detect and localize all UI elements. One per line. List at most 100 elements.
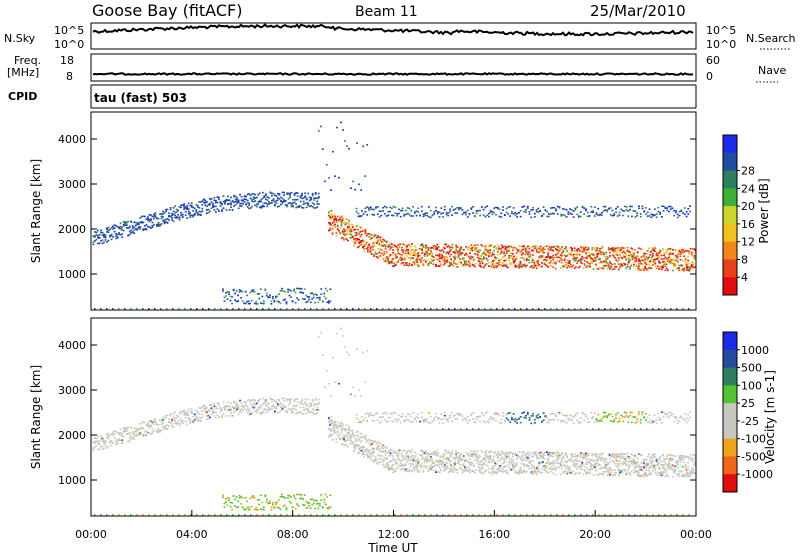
power-data-point-405 bbox=[245, 196, 247, 198]
power-data-point-2643 bbox=[485, 207, 487, 209]
power-data-point-506 bbox=[283, 192, 285, 194]
power-data-point-252 bbox=[188, 208, 190, 210]
power-data-point-2623 bbox=[467, 210, 469, 212]
vel-data-point-663 bbox=[269, 500, 271, 502]
power-data-point-1419 bbox=[469, 252, 471, 254]
power-data-point-2340 bbox=[663, 254, 665, 256]
power-data-point-447 bbox=[260, 201, 262, 203]
vel-data-point-459 bbox=[265, 400, 267, 402]
vel-data-point-235 bbox=[180, 413, 182, 415]
vel-data-point-1157 bbox=[414, 457, 416, 459]
power-data-point-1722 bbox=[533, 261, 535, 263]
power-data-base-point bbox=[538, 308, 540, 310]
power-data-point-1839 bbox=[557, 252, 559, 254]
power-data-point-2805 bbox=[627, 215, 629, 217]
power-data-point-2828 bbox=[649, 215, 651, 217]
power-data-point-1017 bbox=[385, 246, 387, 248]
power-data-point-2612 bbox=[458, 208, 460, 210]
vel-data-point-923 bbox=[365, 439, 367, 441]
power-data-point-1339 bbox=[453, 260, 455, 262]
power-data-base-point bbox=[298, 308, 300, 310]
power-data-point-540 bbox=[297, 192, 299, 194]
vel-data-point-1451 bbox=[475, 453, 477, 455]
power-data-point-2406 bbox=[677, 258, 679, 260]
power-data-base-point bbox=[562, 308, 564, 310]
power-data-point-1428 bbox=[472, 250, 474, 252]
vel-data-point-1168 bbox=[416, 466, 418, 468]
power-data-point-1977 bbox=[586, 266, 588, 268]
vel-data-point-193 bbox=[165, 417, 167, 419]
power-data-point-2125 bbox=[618, 263, 620, 265]
power-data-base-point bbox=[616, 308, 618, 310]
vel-data-point-1743 bbox=[537, 466, 539, 468]
power-data-point-923 bbox=[365, 233, 367, 235]
vel-data-point-1139 bbox=[410, 452, 412, 454]
power-data-point-2528 bbox=[384, 206, 386, 208]
vel-data-point-1805 bbox=[550, 466, 552, 468]
vel-data-point-1045 bbox=[391, 452, 393, 454]
power-data-point-665 bbox=[271, 301, 273, 303]
power-data-point-2753 bbox=[582, 206, 584, 208]
power-data-point-1250 bbox=[434, 260, 436, 262]
power-data-point-1115 bbox=[405, 258, 407, 260]
power-data-point-591 bbox=[315, 192, 317, 194]
power-data-point-662 bbox=[269, 296, 271, 298]
vel-data-point-10 bbox=[96, 438, 98, 440]
vel-data-point-742 bbox=[330, 494, 332, 496]
power-data-base-point bbox=[208, 308, 210, 310]
power-data-point-1025 bbox=[386, 256, 388, 258]
vel-data-point-657 bbox=[264, 496, 266, 498]
power-data-point-2531 bbox=[386, 207, 388, 209]
power-data-point-1355 bbox=[455, 245, 457, 247]
power-data-point-821 bbox=[343, 232, 345, 234]
power-data-point-1584 bbox=[504, 246, 506, 248]
power-data-point-1484 bbox=[483, 267, 485, 269]
power-data-point-1121 bbox=[406, 246, 408, 248]
power-data-point-714 bbox=[308, 296, 310, 298]
vel-data-point-1467 bbox=[479, 456, 481, 458]
power-data-point-2437 bbox=[683, 255, 685, 257]
power-data-point-1758 bbox=[541, 266, 543, 268]
power-data-point-234 bbox=[180, 205, 182, 207]
power-data-point-2286 bbox=[652, 255, 654, 257]
power-data-point-2827 bbox=[647, 215, 649, 217]
vel-data-point-565 bbox=[306, 413, 308, 415]
vel-data-point-97 bbox=[129, 440, 131, 442]
power-data-point-1086 bbox=[400, 244, 402, 246]
power-data-point-2201 bbox=[633, 253, 635, 255]
power-data-base-point bbox=[142, 308, 144, 310]
power-data-point-2529 bbox=[384, 213, 386, 215]
power-data-point-266 bbox=[192, 216, 194, 218]
power-data-point-2819 bbox=[640, 216, 642, 218]
power-data-point-861 bbox=[352, 226, 354, 228]
vel-data-point-13 bbox=[97, 449, 99, 451]
power-data-point-1185 bbox=[420, 259, 422, 261]
vel-data-point-1214 bbox=[426, 465, 428, 467]
power-data-point-1953 bbox=[581, 259, 583, 261]
vel-data-point-1850 bbox=[560, 473, 562, 475]
vel-data-point-1046 bbox=[391, 467, 393, 469]
power-data-base-point bbox=[304, 308, 306, 310]
power-data-point-1258 bbox=[435, 264, 437, 266]
power-data-point-735 bbox=[323, 296, 325, 298]
power-data-point-2729 bbox=[560, 215, 562, 217]
power-data-base-point bbox=[364, 308, 366, 310]
power-data-point-1178 bbox=[419, 255, 421, 257]
power-data-base-point bbox=[262, 308, 264, 310]
power-data-point-1739 bbox=[536, 250, 538, 252]
power-data-point-2834 bbox=[654, 214, 656, 216]
power-data-base-point bbox=[190, 308, 192, 310]
colorbar-swatch bbox=[723, 242, 737, 260]
vel-data-point-731 bbox=[320, 494, 322, 496]
power-data-point-158 bbox=[152, 226, 154, 228]
power-data-point-1198 bbox=[423, 265, 425, 267]
power-data-point-491 bbox=[277, 199, 279, 201]
vel-data-point-739 bbox=[326, 496, 328, 498]
vel-data-point-301 bbox=[206, 419, 208, 421]
vel-data-point-436 bbox=[257, 409, 259, 411]
vel-data-point-1783 bbox=[546, 466, 548, 468]
power-data-point-2713 bbox=[546, 211, 548, 213]
power-data-point-49 bbox=[111, 234, 113, 236]
power-data-point-1715 bbox=[531, 265, 533, 267]
power-data-point-1964 bbox=[584, 263, 586, 265]
